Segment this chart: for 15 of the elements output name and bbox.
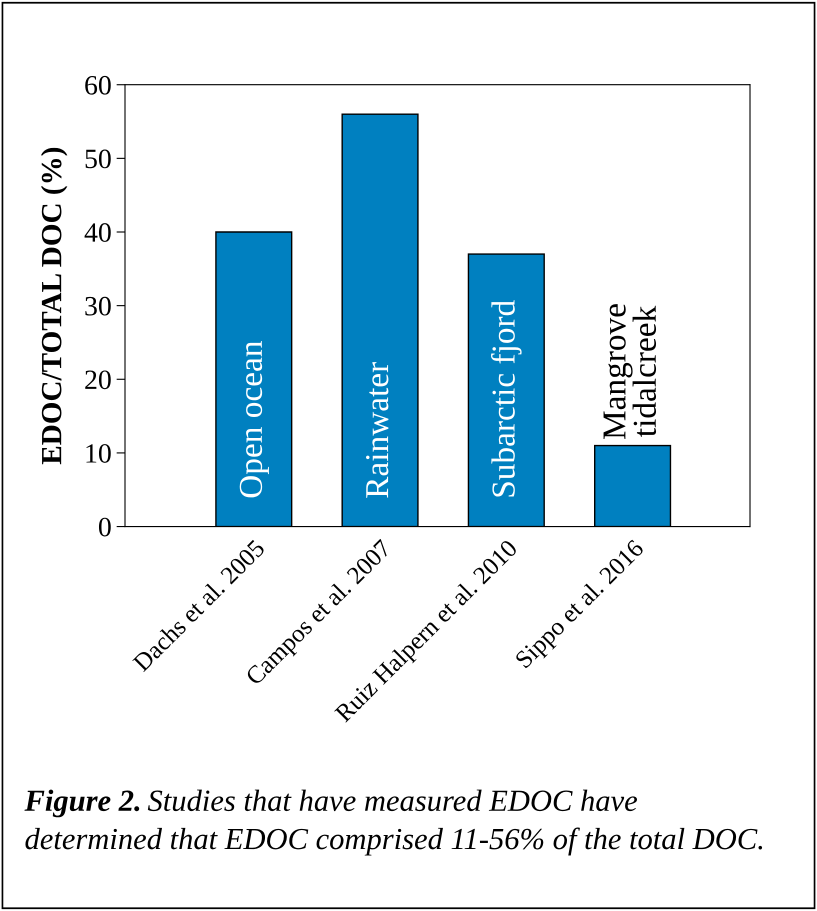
y-tick-label: 0 [98, 518, 111, 536]
y-tick-label: 20 [85, 370, 111, 390]
annotation: Mangrove tidalcreek [604, 304, 656, 440]
caption: Figure 2. [24, 790, 140, 818]
y-tick-label: 60 [85, 76, 111, 95]
y-tick-label: 40 [84, 223, 111, 242]
y-axis-title: EDOC/TOTAL DOC (%) [40, 148, 68, 464]
y-tick-label: 30 [85, 296, 111, 316]
text: Studies that have measured EDOC have [148, 790, 638, 812]
y-tick-label: 10 [86, 444, 111, 463]
annotation: Open ocean [240, 341, 269, 498]
annotation: Rainwater [366, 362, 388, 498]
text: determined that EDOC comprised 11-56% of the total DOC. [25, 828, 762, 856]
annotation: Subarctic fjord [491, 300, 522, 497]
y-tick-label: 50 [86, 150, 111, 168]
